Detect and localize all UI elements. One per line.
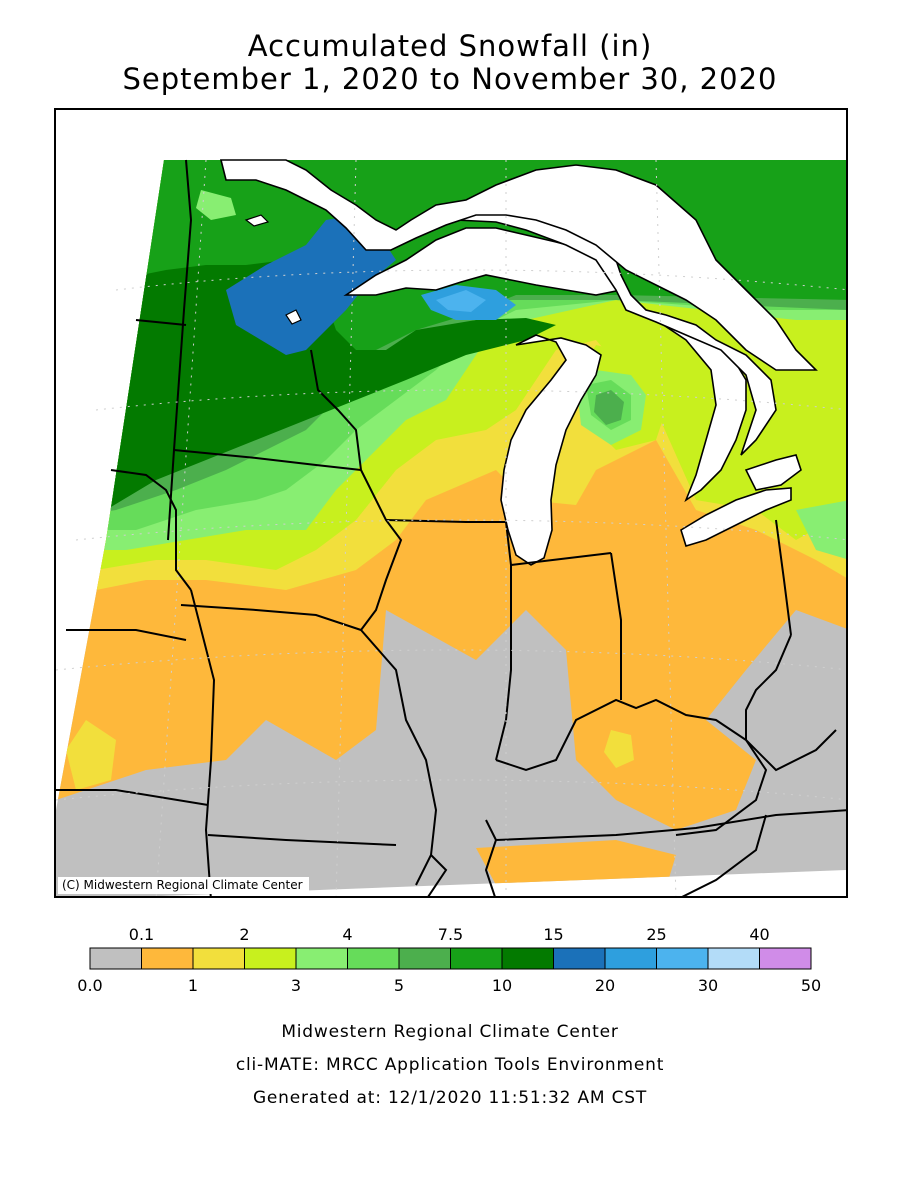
legend-bin — [347, 947, 400, 970]
map-credit: (C) Midwestern Regional Climate Center — [58, 877, 309, 894]
legend-bin — [604, 947, 657, 970]
legend-label-top: 7.5 — [438, 925, 463, 944]
legend-label-bottom: 30 — [698, 976, 718, 995]
legend-label-top: 2 — [239, 925, 249, 944]
legend-label-bottom: 20 — [595, 976, 615, 995]
map-title: Accumulated Snowfall (in) — [247, 29, 653, 63]
great-lakes — [219, 159, 818, 566]
legend-bin — [295, 947, 348, 970]
legend-label-bottom: 0.0 — [77, 976, 102, 995]
snowfall-map: (C) Midwestern Regional Climate Center — [54, 108, 848, 898]
legend-label-bottom: 50 — [801, 976, 821, 995]
legend-bin — [656, 947, 709, 970]
legend-bin — [707, 947, 760, 970]
snowfall-map-canvas — [56, 159, 846, 896]
legend-bin — [89, 947, 142, 970]
legend-bin — [450, 947, 503, 970]
legend-label-bottom: 3 — [291, 976, 301, 995]
legend-bin — [553, 947, 606, 970]
legend-label-top: 0.1 — [129, 925, 154, 944]
legend-label-top: 4 — [342, 925, 352, 944]
footer-tool: cli-MATE: MRCC Application Tools Environ… — [235, 1055, 665, 1075]
footer-org: Midwestern Regional Climate Center — [281, 1022, 619, 1042]
legend-bin — [141, 947, 194, 970]
footer-generated: Generated at: 12/1/2020 11:51:32 AM CST — [252, 1088, 648, 1108]
legend-bin — [192, 947, 245, 970]
legend-bin — [398, 947, 451, 970]
legend-label-top: 25 — [646, 925, 666, 944]
color-legend: 0.1 2 4 7.5 15 25 40 0.0 1 3 5 10 20 30 50 — [77, 925, 821, 995]
legend-label-top: 15 — [543, 925, 563, 944]
state-boundaries — [56, 159, 846, 896]
legend-bin — [759, 947, 812, 970]
legend-label-bottom: 1 — [188, 976, 198, 995]
legend-label-top: 40 — [749, 925, 769, 944]
legend-label-bottom: 5 — [394, 976, 404, 995]
legend-bin — [501, 947, 554, 970]
legend-bin — [244, 947, 297, 970]
legend-label-bottom: 10 — [492, 976, 512, 995]
lat-lon-graticule — [56, 159, 846, 896]
map-date-range: September 1, 2020 to November 30, 2020 — [122, 62, 778, 96]
